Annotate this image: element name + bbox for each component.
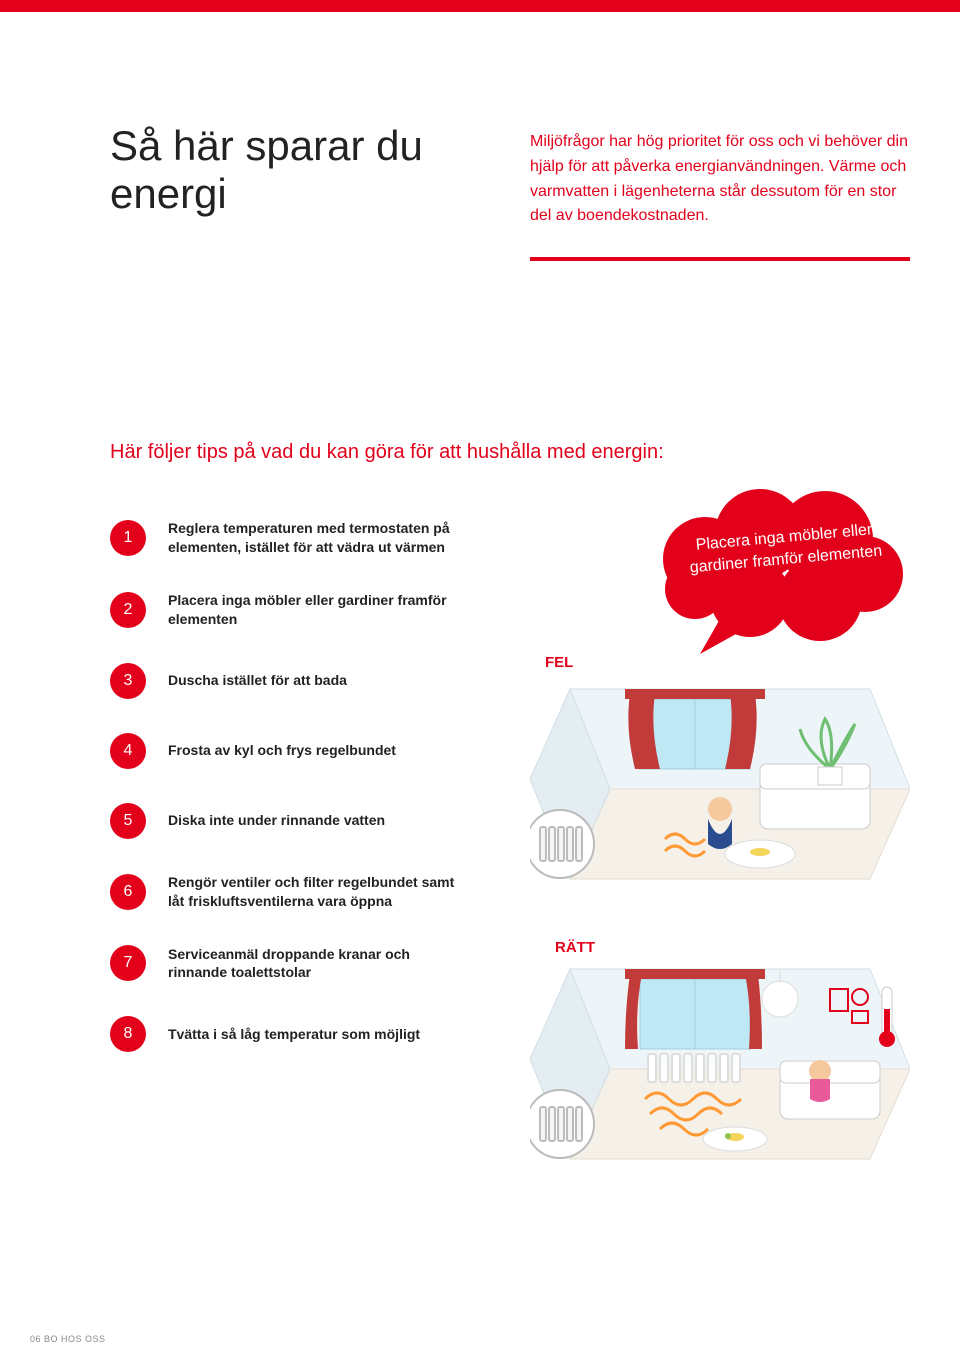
tip-item: 7 Serviceanmäl droppande kranar och rinn… [110, 945, 460, 983]
tip-text: Serviceanmäl droppande kranar och rinnan… [168, 945, 460, 983]
intro-underline [530, 257, 910, 261]
tip-number-badge: 1 [110, 520, 146, 556]
tip-item: 3 Duscha istället för att bada [110, 663, 460, 699]
title-column: Så här sparar du energi [110, 122, 470, 261]
header-row: Så här sparar du energi Miljöfrågor har … [110, 122, 900, 261]
page-content: Så här sparar du energi Miljöfrågor har … [0, 12, 960, 1086]
tip-item: 6 Rengör ventiler och filter regelbundet… [110, 873, 460, 911]
tip-text: Tvätta i så låg temperatur som möjligt [168, 1025, 420, 1044]
speech-bubble: Placera inga möbler eller gardiner framf… [650, 489, 910, 659]
tip-item: 1 Reglera temperaturen med termostaten p… [110, 519, 460, 557]
tip-number-badge: 7 [110, 945, 146, 981]
intro-text: Miljöfrågor har hög prioritet för oss oc… [530, 130, 910, 229]
tip-number-badge: 8 [110, 1016, 146, 1052]
tip-text: Frosta av kyl och frys regelbundet [168, 741, 396, 760]
tips-list: 1 Reglera temperaturen med termostaten p… [110, 519, 460, 1086]
tip-text: Duscha istället för att bada [168, 671, 347, 690]
tip-number-badge: 4 [110, 733, 146, 769]
tip-item: 4 Frosta av kyl och frys regelbundet [110, 733, 460, 769]
top-accent-bar [0, 0, 960, 12]
tip-text: Placera inga möbler eller gardiner framf… [168, 591, 460, 629]
illustration-column: FEL Placera inga möbler eller gardiner f [490, 519, 900, 1086]
subheading: Här följer tips på vad du kan göra för a… [110, 441, 900, 464]
tip-item: 8 Tvätta i så låg temperatur som möjligt [110, 1016, 460, 1052]
tip-text: Diska inte under rinnande vatten [168, 811, 385, 830]
page-footer: 06 BO HOS OSS [30, 1334, 106, 1344]
room-wrong-svg [530, 669, 910, 889]
tip-item: 5 Diska inte under rinnande vatten [110, 803, 460, 839]
room-illustration-right [530, 949, 910, 1169]
tip-item: 2 Placera inga möbler eller gardiner fra… [110, 591, 460, 629]
intro-column: Miljöfrågor har hög prioritet för oss oc… [530, 122, 910, 261]
tip-text: Reglera temperaturen med termostaten på … [168, 519, 460, 557]
room-illustration-wrong [530, 669, 910, 889]
tip-number-badge: 3 [110, 663, 146, 699]
body-row: 1 Reglera temperaturen med termostaten p… [110, 519, 900, 1086]
tip-number-badge: 2 [110, 592, 146, 628]
room-right-svg [530, 949, 910, 1169]
tip-text: Rengör ventiler och filter regelbundet s… [168, 873, 460, 911]
tip-number-badge: 6 [110, 874, 146, 910]
tip-number-badge: 5 [110, 803, 146, 839]
page-title: Så här sparar du energi [110, 122, 470, 219]
